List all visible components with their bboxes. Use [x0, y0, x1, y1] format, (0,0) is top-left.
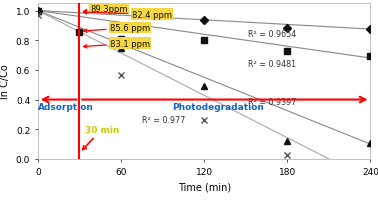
Text: R² = 0.9397: R² = 0.9397 [248, 97, 297, 106]
Text: 89.3ppm: 89.3ppm [84, 5, 128, 14]
Text: R² = 0.9654: R² = 0.9654 [248, 30, 297, 39]
X-axis label: Time (min): Time (min) [178, 181, 231, 191]
Text: 30 min: 30 min [82, 125, 119, 150]
Text: R² = 0.9481: R² = 0.9481 [248, 60, 297, 69]
Text: 85.6 ppm: 85.6 ppm [84, 24, 150, 33]
Text: Photodegradation: Photodegradation [172, 102, 264, 111]
Text: 83.1 ppm: 83.1 ppm [84, 39, 150, 49]
Text: R² = 0.977: R² = 0.977 [142, 115, 185, 124]
Text: Adsorption: Adsorption [38, 102, 94, 111]
Y-axis label: ln C/Co: ln C/Co [0, 64, 10, 99]
Text: 82.4 ppm: 82.4 ppm [84, 11, 172, 20]
